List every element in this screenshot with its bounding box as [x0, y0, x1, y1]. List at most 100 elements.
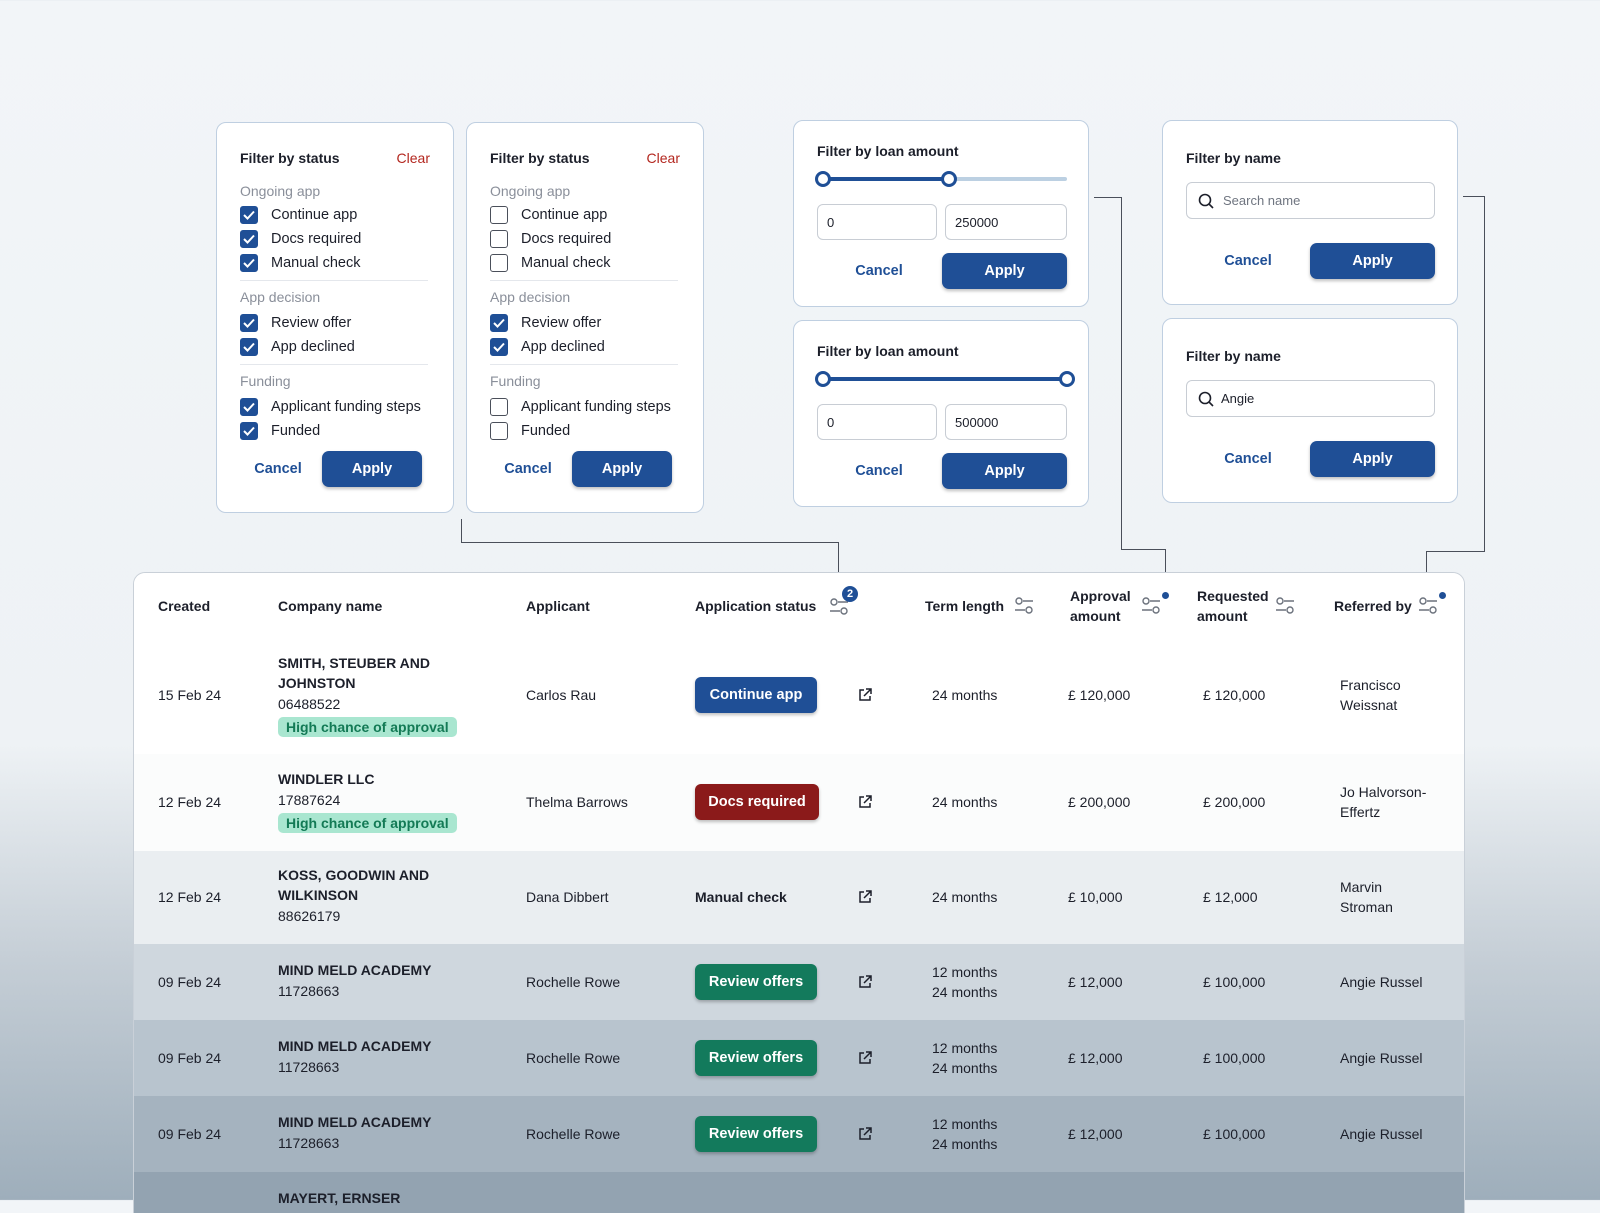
external-link-icon[interactable] — [857, 1126, 873, 1142]
checkbox-funded[interactable]: Funded — [240, 421, 320, 441]
panel-title: Filter by name — [1186, 150, 1281, 166]
checkbox-docs-required[interactable]: Docs required — [240, 229, 361, 249]
status-button-review-offers[interactable]: Review offers — [695, 1040, 817, 1076]
table-row[interactable]: 15 Feb 24 SMITH, STEUBER AND JOHNSTON 06… — [134, 637, 1464, 755]
min-amount-input[interactable]: 0 — [817, 204, 937, 240]
filter-icon-requested[interactable] — [1275, 597, 1295, 615]
checkbox[interactable] — [240, 230, 258, 248]
company-name-cont[interactable]: WILKINSON — [278, 887, 359, 903]
checkbox-applicant-funding-steps[interactable]: Applicant funding steps — [240, 397, 421, 417]
apply-button[interactable]: Apply — [1310, 243, 1435, 279]
checkbox[interactable] — [240, 422, 258, 440]
filter-icon-approval[interactable] — [1141, 597, 1161, 615]
company-name[interactable]: SMITH, STEUBER AND — [278, 655, 430, 671]
checkbox[interactable] — [240, 206, 258, 224]
checkbox-app-declined[interactable]: App declined — [240, 337, 355, 357]
slider-max-handle[interactable] — [1059, 371, 1075, 387]
status-button-review-offers[interactable]: Review offers — [695, 964, 817, 1000]
company-name[interactable]: WINDLER LLC — [278, 771, 375, 787]
apply-button[interactable]: Apply — [1310, 441, 1435, 477]
search-box[interactable] — [1186, 182, 1435, 219]
status-button-continue-app[interactable]: Continue app — [695, 677, 817, 713]
clear-link[interactable]: Clear — [396, 150, 430, 166]
header-application-status[interactable]: Application status — [695, 598, 817, 614]
company-name[interactable]: MIND MELD ACADEMY — [278, 962, 432, 978]
min-amount-input[interactable]: 0 — [817, 404, 937, 440]
checkbox[interactable] — [240, 398, 258, 416]
approval-amount: £ 12,000 — [1068, 1050, 1123, 1066]
apply-button[interactable]: Apply — [322, 451, 422, 487]
table-row[interactable]: 09 Feb 24 MIND MELD ACADEMY 11728663 Roc… — [134, 944, 1464, 1021]
apply-button[interactable]: Apply — [942, 453, 1067, 489]
slider-min-handle[interactable] — [815, 371, 831, 387]
header-term-length[interactable]: Term length — [925, 598, 1005, 614]
filter-icon-term[interactable] — [1014, 597, 1034, 615]
table-row[interactable]: 09 Feb 24 MIND MELD ACADEMY 11728663 Roc… — [134, 1020, 1464, 1097]
table-row[interactable]: MAYERT, ERNSER — [134, 1172, 1464, 1213]
company-name[interactable]: MIND MELD ACADEMY — [278, 1114, 432, 1130]
apply-button[interactable]: Apply — [572, 451, 672, 487]
external-link-icon[interactable] — [857, 794, 873, 810]
external-link-icon[interactable] — [857, 687, 873, 703]
external-link-icon[interactable] — [857, 974, 873, 990]
header-company-name[interactable]: Company name — [278, 598, 383, 614]
checkbox-review-offer[interactable]: Review offer — [490, 313, 601, 333]
apply-button[interactable]: Apply — [942, 253, 1067, 289]
clear-link[interactable]: Clear — [646, 150, 680, 166]
checkbox-docs-required[interactable]: Docs required — [490, 229, 611, 249]
cancel-button[interactable]: Cancel — [855, 463, 903, 479]
header-requested-amount[interactable]: Requested amount — [1197, 586, 1269, 626]
checkbox-funded[interactable]: Funded — [490, 421, 570, 441]
table-row[interactable]: 12 Feb 24 WINDLER LLC 17887624 High chan… — [134, 754, 1464, 852]
company-name[interactable]: KOSS, GOODWIN AND — [278, 867, 430, 883]
max-amount-input[interactable]: 500000 — [945, 404, 1067, 440]
status-text-manual-check[interactable]: Manual check — [695, 889, 787, 905]
checkbox[interactable] — [490, 422, 508, 440]
company-cell: MIND MELD ACADEMY 11728663 — [278, 960, 431, 1002]
checkbox-manual-check[interactable]: Manual check — [490, 253, 610, 273]
header-applicant[interactable]: Applicant — [526, 598, 590, 614]
checkbox-applicant-funding-steps[interactable]: Applicant funding steps — [490, 397, 671, 417]
search-name-value[interactable]: Angie — [1221, 391, 1255, 406]
slider-max-handle[interactable] — [941, 171, 957, 187]
checkbox[interactable] — [240, 254, 258, 272]
max-amount-input[interactable]: 250000 — [945, 204, 1067, 240]
table-row[interactable]: 09 Feb 24 MIND MELD ACADEMY 11728663 Roc… — [134, 1096, 1464, 1173]
checkbox-manual-check[interactable]: Manual check — [240, 253, 360, 273]
external-link-icon[interactable] — [857, 1050, 873, 1066]
search-name-input[interactable] — [1221, 192, 1415, 209]
company-name-cont[interactable]: JOHNSTON — [278, 675, 356, 691]
external-link-icon[interactable] — [857, 889, 873, 905]
company-name[interactable]: MAYERT, ERNSER — [278, 1190, 401, 1206]
checkbox[interactable] — [490, 230, 508, 248]
cancel-button[interactable]: Cancel — [1224, 451, 1272, 467]
status-button-review-offers[interactable]: Review offers — [695, 1116, 817, 1152]
checkbox[interactable] — [490, 398, 508, 416]
checkbox[interactable] — [490, 338, 508, 356]
header-approval-amount[interactable]: Approval amount — [1070, 586, 1131, 626]
connector-line — [1165, 549, 1166, 585]
header-created[interactable]: Created — [158, 598, 211, 614]
checkbox[interactable] — [490, 314, 508, 332]
checkbox-review-offer[interactable]: Review offer — [240, 313, 351, 333]
company-name[interactable]: MIND MELD ACADEMY — [278, 1038, 432, 1054]
cancel-button[interactable]: Cancel — [254, 461, 302, 477]
checkbox-continue-app[interactable]: Continue app — [490, 205, 607, 225]
header-referred-by[interactable]: Referred by — [1334, 598, 1412, 614]
company-cell: MAYERT, ERNSER — [278, 1188, 400, 1208]
checkbox[interactable] — [490, 206, 508, 224]
status-button-docs-required[interactable]: Docs required — [695, 784, 819, 820]
checkbox[interactable] — [240, 314, 258, 332]
search-box[interactable]: Angie — [1186, 380, 1435, 417]
cancel-button[interactable]: Cancel — [1224, 253, 1272, 269]
table-row[interactable]: 12 Feb 24 KOSS, GOODWIN AND WILKINSON 88… — [134, 851, 1464, 945]
checkbox[interactable] — [240, 338, 258, 356]
checkbox-app-declined[interactable]: App declined — [490, 337, 605, 357]
cancel-button[interactable]: Cancel — [504, 461, 552, 477]
slider-min-handle[interactable] — [815, 171, 831, 187]
checkbox-continue-app[interactable]: Continue app — [240, 205, 357, 225]
checkbox[interactable] — [490, 254, 508, 272]
filter-icon-status[interactable] — [829, 598, 849, 616]
cancel-button[interactable]: Cancel — [855, 263, 903, 279]
filter-icon-referred[interactable] — [1418, 597, 1438, 615]
